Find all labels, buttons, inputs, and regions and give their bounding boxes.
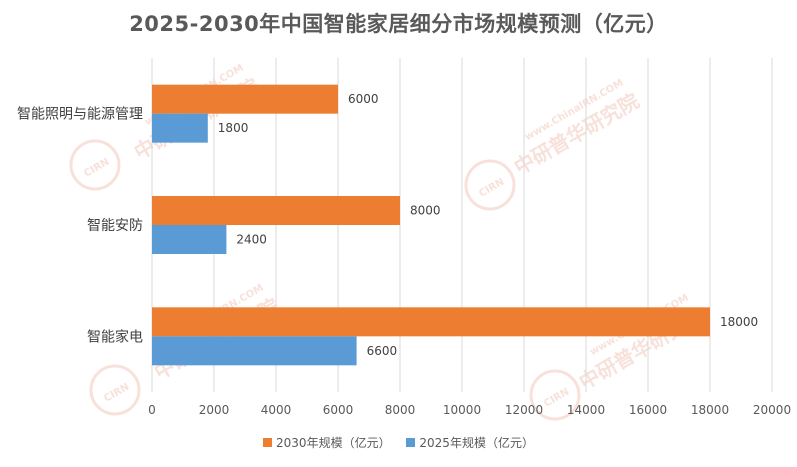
legend-label-2030: 2030年规模（亿元） bbox=[276, 436, 391, 450]
x-tick-label: 16000 bbox=[629, 403, 667, 417]
category-label: 智能安防 bbox=[87, 218, 143, 234]
legend-item-2030: 2030年规模（亿元） bbox=[263, 434, 391, 451]
x-tick-label: 4000 bbox=[261, 403, 292, 417]
bar-2025 bbox=[152, 225, 227, 254]
watermark-logo-circle bbox=[464, 159, 516, 211]
x-tick-label: 8000 bbox=[385, 403, 416, 417]
legend: 2030年规模（亿元） 2025年规模（亿元） bbox=[0, 434, 797, 451]
x-tick-label: 14000 bbox=[567, 403, 605, 417]
x-tick-label: 6000 bbox=[323, 403, 354, 417]
data-label: 18000 bbox=[720, 315, 758, 329]
bar-2025 bbox=[152, 336, 357, 366]
data-label: 2400 bbox=[236, 233, 267, 247]
watermark-logo-circle bbox=[69, 139, 121, 191]
labels-group: 0 2000 4000 6000 8000 10000 12000 14000 16000 180… bbox=[17, 92, 791, 417]
x-tick-label: 10000 bbox=[443, 403, 481, 417]
bar-2030 bbox=[152, 307, 710, 337]
watermark-logo-text: CIRN bbox=[102, 381, 131, 404]
x-tick-label: 0 bbox=[148, 403, 156, 417]
legend-item-2025: 2025年规模（亿元） bbox=[406, 434, 534, 451]
chart-title: 2025-2030年中国智能家居细分市场规模预测（亿元） bbox=[129, 12, 668, 36]
x-tick-label: 12000 bbox=[505, 403, 543, 417]
watermark-logo-text: CIRN bbox=[82, 156, 111, 179]
x-tick-label: 20000 bbox=[753, 403, 791, 417]
data-label: 6000 bbox=[348, 92, 379, 106]
data-label: 1800 bbox=[218, 121, 249, 135]
x-tick-label: 2000 bbox=[199, 403, 230, 417]
bar-2030 bbox=[152, 84, 338, 114]
bar-2030 bbox=[152, 196, 400, 225]
watermark-logo-text: CIRN bbox=[477, 176, 506, 199]
watermark-logo-circle bbox=[529, 369, 581, 421]
legend-swatch-2025 bbox=[406, 438, 416, 447]
bar-2025 bbox=[152, 113, 208, 143]
legend-swatch-2030 bbox=[263, 438, 273, 447]
data-label: 8000 bbox=[410, 204, 441, 218]
watermark-logo-circle bbox=[89, 364, 141, 416]
data-label: 6600 bbox=[367, 344, 398, 358]
x-tick-label: 18000 bbox=[691, 403, 729, 417]
category-label: 智能照明与能源管理 bbox=[17, 107, 143, 123]
legend-label-2025: 2025年规模（亿元） bbox=[419, 436, 534, 450]
bars-group bbox=[152, 84, 710, 366]
category-label: 智能家电 bbox=[87, 328, 143, 345]
